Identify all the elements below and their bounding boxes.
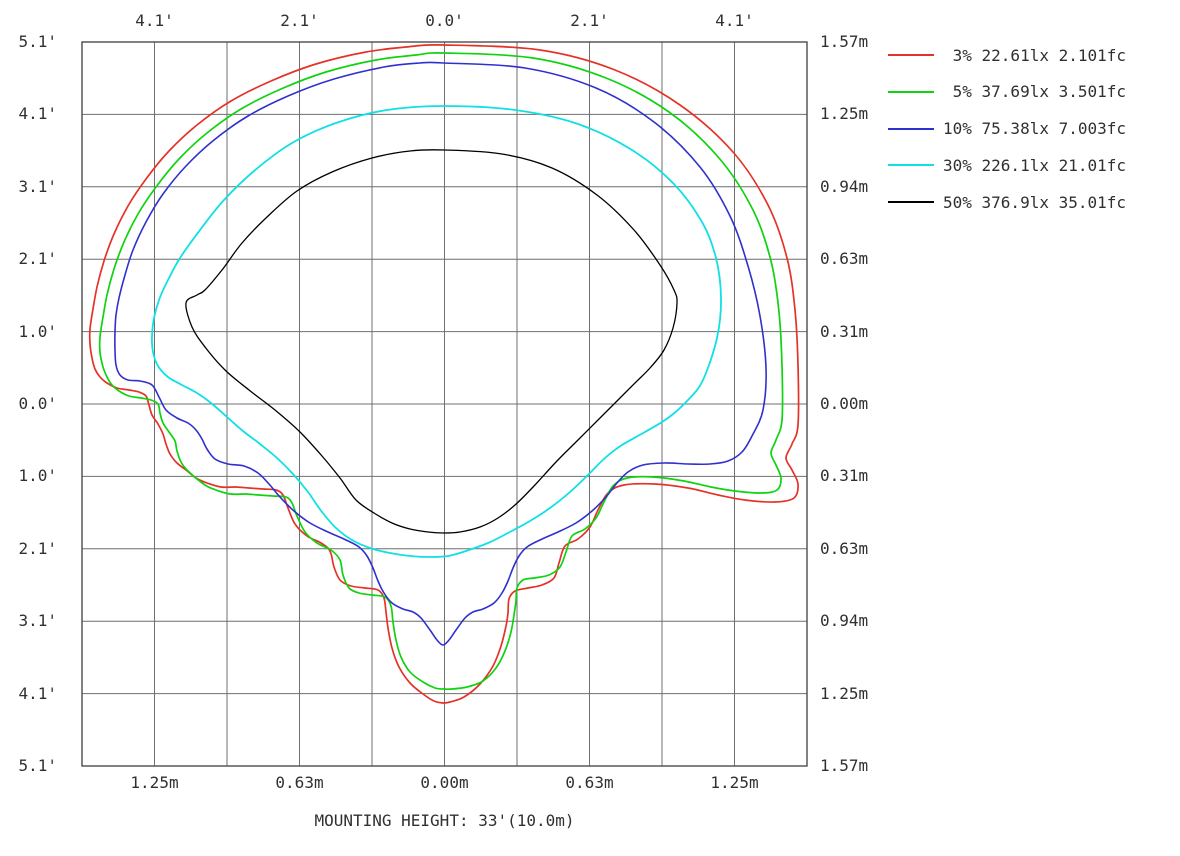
axis-label-right-3: 0.63m [820, 249, 869, 269]
legend-item-30pct: 30% 226.1lx 21.01fc [888, 154, 1126, 176]
legend-item-5pct: 5% 37.69lx 3.501fc [888, 81, 1126, 103]
axis-label-bottom-0: 1.25m [130, 773, 179, 792]
axis-label-left-3: 2.1' [18, 249, 57, 269]
axis-label-right-1: 1.25m [820, 104, 869, 124]
axis-label-bottom-1: 0.63m [275, 773, 324, 792]
contour-10pct [114, 61, 767, 646]
axis-label-bottom-4: 1.25m [710, 773, 759, 792]
axis-label-left-2: 3.1' [18, 176, 57, 196]
contour-3pct [88, 44, 800, 704]
axis-label-left-4: 1.0' [18, 321, 57, 341]
plot-border [81, 41, 808, 767]
legend-swatch-line [888, 90, 934, 93]
legend-swatch-line [888, 54, 934, 56]
axis-label-right-2: 0.94m [820, 176, 869, 196]
axis-label-right-5: 0.00m [820, 394, 869, 413]
contour-50pct [185, 149, 678, 534]
legend-item-3pct: 3% 22.61lx 2.101fc [888, 44, 1126, 66]
contour-30pct [151, 105, 722, 558]
axis-label-top-1: 2.1' [280, 11, 319, 30]
legend-swatch-line [888, 164, 934, 167]
axis-label-bottom-2: 0.00m [420, 773, 469, 792]
legend-label: 5% 37.69lx 3.501fc [943, 82, 1127, 102]
axis-label-right-7: 0.63m [820, 538, 869, 558]
axis-label-bottom-3: 0.63m [565, 773, 614, 792]
axis-label-left-1: 4.1' [18, 104, 57, 124]
axis-label-right-10: 1.57m [820, 756, 869, 775]
axis-label-left-8: 3.1' [18, 611, 57, 631]
axis-label-left-5: 0.0' [18, 394, 57, 413]
axis-label-right-0: 1.57m [820, 32, 869, 51]
axis-label-right-9: 1.25m [820, 683, 869, 703]
axis-label-left-9: 4.1' [18, 683, 57, 703]
axis-label-right-8: 0.94m [820, 611, 869, 631]
legend-label: 30% 226.1lx 21.01fc [943, 155, 1127, 175]
legend-item-50pct: 50% 376.9lx 35.01fc [888, 191, 1126, 213]
axis-label-top-0: 4.1' [135, 11, 174, 30]
axis-label-left-7: 2.1' [18, 538, 57, 558]
axis-label-top-4: 4.1' [715, 11, 754, 30]
legend-swatch-line [888, 127, 934, 130]
axis-label-top-2: 0.0' [425, 11, 464, 30]
axis-label-left-10: 5.1' [18, 756, 57, 775]
axis-label-left-0: 5.1' [18, 32, 57, 51]
axis-label-right-4: 0.31m [820, 321, 869, 341]
mounting-height-caption: MOUNTING HEIGHT: 33'(10.0m) [314, 811, 575, 830]
legend-label: 3% 22.61lx 2.101fc [943, 45, 1127, 65]
axis-label-right-6: 0.31m [820, 466, 869, 486]
legend-label: 50% 376.9lx 35.01fc [943, 192, 1127, 212]
legend-swatch-line [888, 201, 934, 204]
legend-item-10pct: 10% 75.38lx 7.003fc [888, 118, 1126, 140]
contour-5pct [98, 52, 784, 691]
legend-label: 10% 75.38lx 7.003fc [943, 119, 1127, 139]
axis-label-top-3: 2.1' [570, 11, 609, 30]
axis-label-left-6: 1.0' [18, 466, 57, 486]
